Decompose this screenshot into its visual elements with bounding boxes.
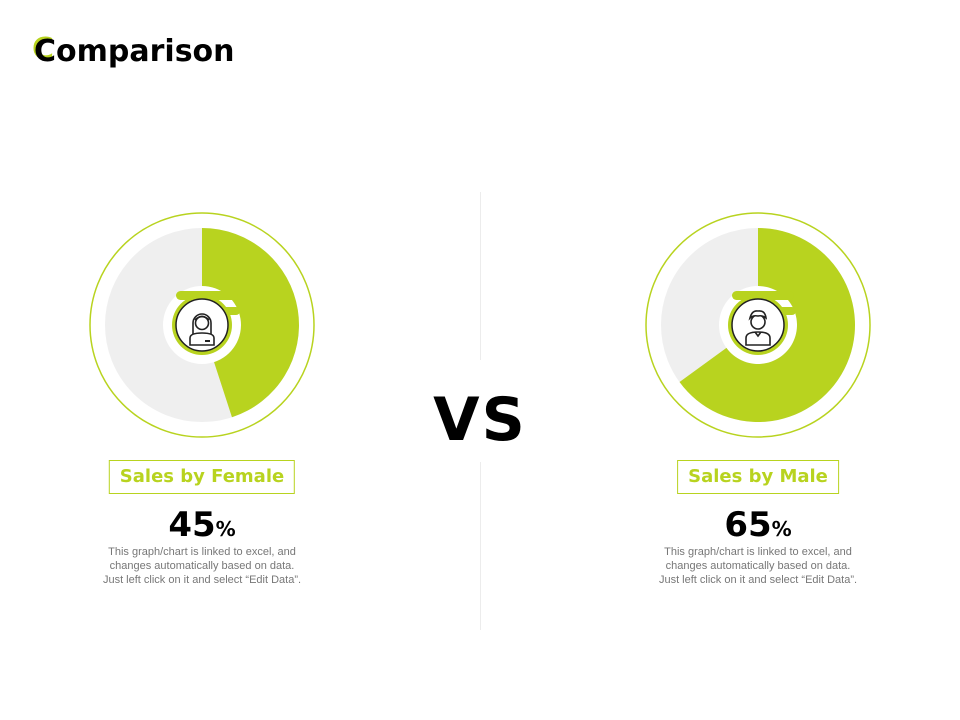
male-donut-chart[interactable] — [628, 205, 888, 445]
page-title: C C omparison — [32, 30, 235, 74]
female-percentage-value: 45 — [168, 505, 216, 545]
divider-bottom — [480, 462, 481, 630]
title-text: omparison — [56, 34, 235, 69]
male-sales-panel: Sales by Male 65% This graph/chart is li… — [628, 205, 888, 625]
donut-value-arc — [202, 228, 299, 418]
title-first-letter: C C — [32, 32, 57, 69]
percent-unit: % — [215, 517, 236, 541]
outer-ring — [89, 212, 315, 438]
male-percentage-value: 65 — [724, 505, 772, 545]
percent-unit: % — [771, 517, 792, 541]
title-letter-shadow: C — [32, 32, 55, 67]
female-sales-panel: Sales by Female 45% This graph/chart is … — [72, 205, 332, 625]
divider-top — [480, 192, 481, 360]
male-percentage: 65% — [628, 505, 888, 552]
female-user-icon — [189, 313, 215, 346]
female-description: This graph/chart is linked to excel, and… — [102, 546, 302, 586]
outer-ring — [645, 212, 871, 438]
male-description: This graph/chart is linked to excel, and… — [658, 546, 858, 586]
donut-value-arc — [679, 228, 855, 422]
female-series-label: Sales by Female — [108, 460, 296, 494]
male-user-icon — [745, 310, 771, 346]
female-percentage: 45% — [72, 505, 332, 552]
vs-label: VS — [433, 385, 527, 455]
male-series-label: Sales by Male — [677, 460, 839, 494]
